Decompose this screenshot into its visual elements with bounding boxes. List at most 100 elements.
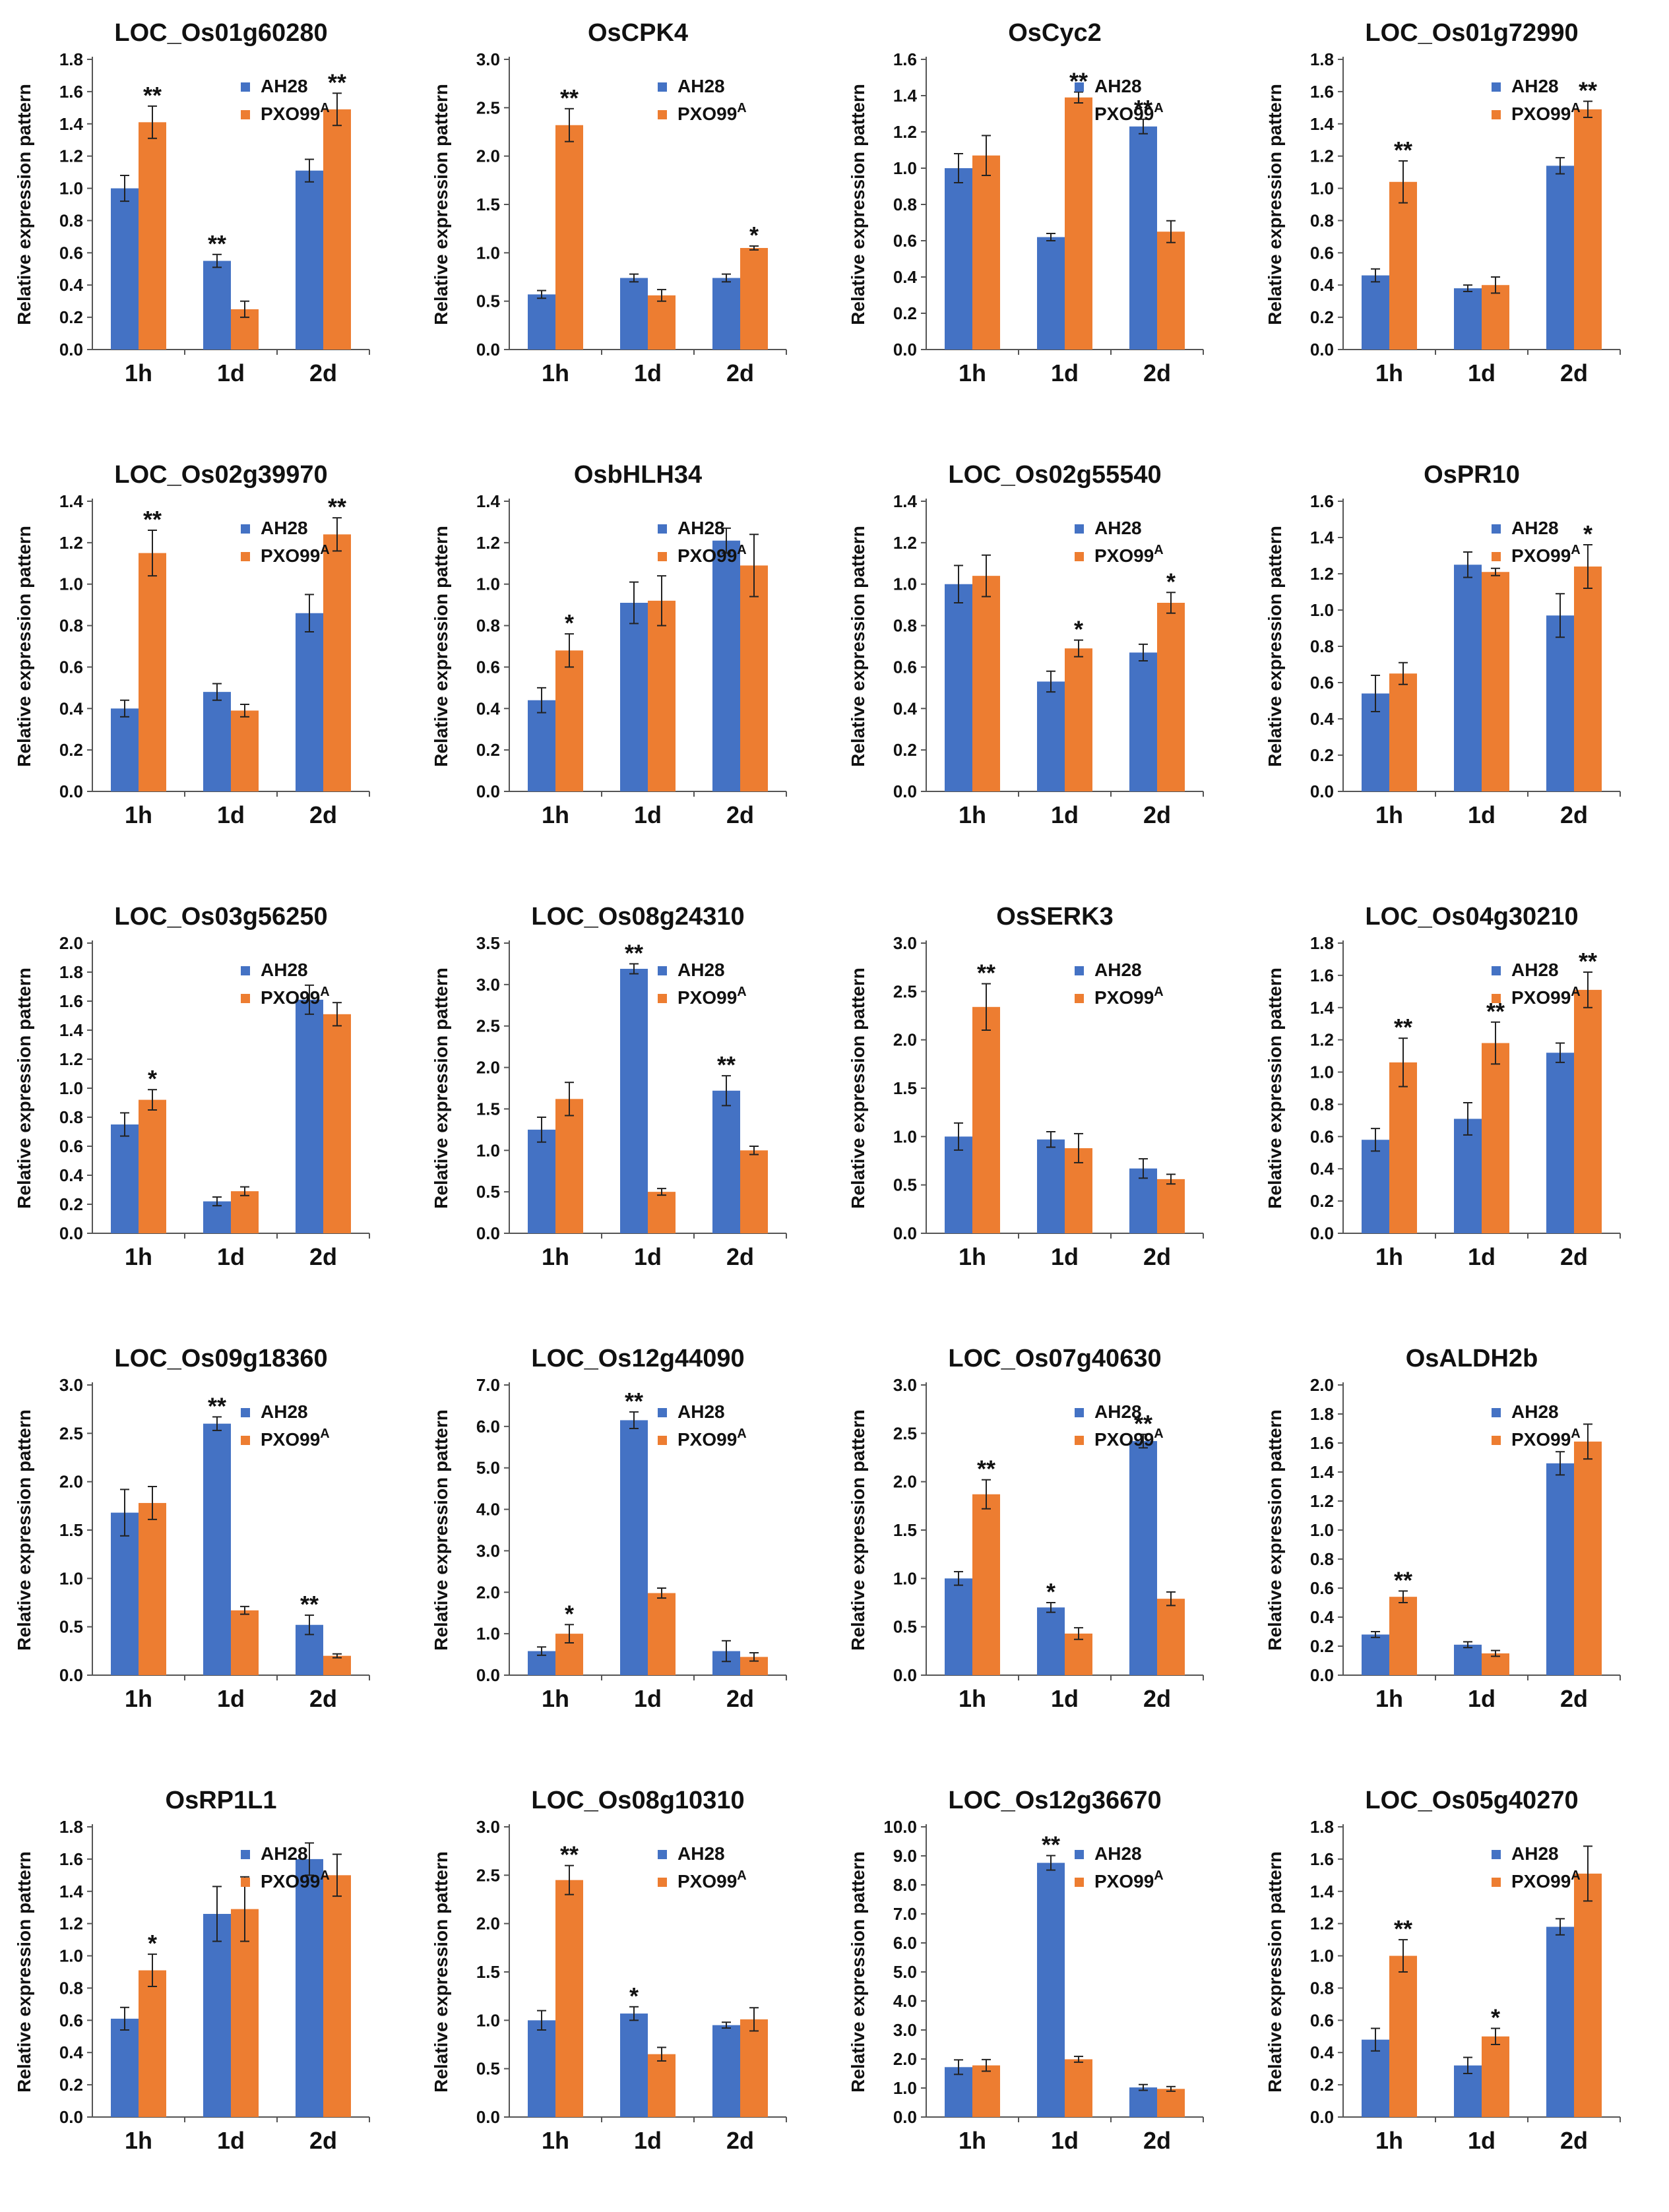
significance-mark: * [1166, 568, 1176, 595]
x-tick-label: 1d [634, 2127, 662, 2154]
legend-superscript: A [1571, 1427, 1580, 1441]
bar-pxo99a [1389, 181, 1417, 350]
y-tick-label: 0.4 [59, 2043, 84, 2062]
bar-ah28 [945, 2067, 972, 2117]
legend-label: AH28 [1094, 518, 1142, 538]
y-tick-label: 1.4 [59, 114, 84, 134]
bar-pxo99a [139, 1099, 166, 1233]
y-tick-label: 0.8 [1310, 1094, 1334, 1114]
y-tick-label: 0.0 [59, 782, 83, 801]
legend-swatch [1075, 82, 1084, 92]
legend-label: AH28 [677, 1843, 725, 1864]
x-tick-label: 1h [1375, 801, 1403, 828]
y-tick-label: 2.5 [893, 1423, 917, 1443]
bar-pxo99a [740, 2019, 768, 2117]
chart-panel: LOC_Os08g10310 Relative expression patter… [431, 1787, 787, 2154]
bar-pxo99a [323, 1655, 351, 1675]
legend-label: PXO99A [1511, 985, 1581, 1008]
x-tick-label: 2d [726, 801, 754, 828]
y-tick-label: 0.4 [1310, 1607, 1335, 1627]
chart-title: OsALDH2b [1406, 1345, 1538, 1372]
legend-superscript: A [1154, 543, 1163, 557]
y-tick-label: 1.0 [476, 574, 500, 594]
legend-swatch [241, 1850, 250, 1859]
y-tick-label: 0.4 [1310, 1159, 1335, 1179]
y-axis-label: Relative expression pattern [848, 1851, 868, 2093]
bar-pxo99a [1482, 1043, 1509, 1233]
x-tick-label: 2d [1143, 801, 1171, 828]
y-tick-label: 0.2 [893, 740, 917, 760]
y-tick-label: 1.8 [59, 49, 83, 69]
y-axis-label: Relative expression pattern [431, 526, 451, 767]
legend-swatch [658, 966, 667, 975]
y-tick-label: 2.5 [476, 98, 500, 117]
y-axis-label: Relative expression pattern [14, 1409, 34, 1651]
bar-pxo99a [1482, 285, 1509, 350]
legend-superscript: A [1571, 985, 1580, 999]
legend-superscript: A [320, 543, 329, 557]
bar-ah28 [1129, 1168, 1157, 1233]
y-tick-label: 2.0 [893, 1472, 917, 1492]
y-tick-label: 5.0 [476, 1458, 500, 1478]
legend-label: AH28 [1511, 1843, 1559, 1864]
x-tick-label: 1h [1375, 1243, 1403, 1270]
y-tick-label: 1.8 [1310, 49, 1334, 69]
x-tick-label: 1h [542, 359, 569, 386]
significance-mark: * [565, 1600, 574, 1627]
bar-pxo99a [1065, 1633, 1092, 1675]
bar-ah28 [111, 708, 139, 791]
y-tick-label: 1.0 [1310, 179, 1334, 199]
legend-superscript: A [737, 1427, 746, 1441]
significance-mark: ** [977, 960, 995, 987]
legend-superscript: A [320, 1868, 329, 1883]
legend-label: AH28 [677, 518, 725, 538]
bar-ah28 [1362, 1140, 1389, 1233]
chart-title: LOC_Os01g60280 [114, 19, 327, 47]
y-axis-label: Relative expression pattern [1265, 84, 1285, 325]
legend-superscript: A [1571, 101, 1580, 115]
legend-label: PXO99A [677, 985, 747, 1008]
y-tick-label: 1.2 [1310, 1030, 1334, 1050]
y-tick-label: 0.0 [893, 1665, 917, 1685]
y-tick-label: 1.5 [893, 1520, 917, 1540]
chart-title: OsCyc2 [1008, 19, 1102, 47]
legend-label: PXO99A [261, 1427, 330, 1450]
legend-swatch [1492, 966, 1501, 975]
y-tick-label: 1.4 [1310, 1882, 1335, 1901]
legend-swatch [658, 524, 667, 534]
legend-label: PXO99A [1511, 1427, 1581, 1450]
chart-panel: LOC_Os09g18360 Relative expression patter… [14, 1345, 370, 1712]
y-tick-label: 0.6 [476, 657, 500, 677]
bar-pxo99a [1389, 1062, 1417, 1233]
chart-title: LOC_Os02g55540 [948, 461, 1161, 489]
y-axis-label: Relative expression pattern [1265, 1409, 1285, 1651]
y-tick-label: 0.6 [1310, 243, 1334, 262]
bar-pxo99a [648, 1593, 676, 1675]
x-tick-label: 2d [309, 359, 337, 386]
y-tick-label: 2.0 [59, 933, 83, 953]
y-tick-label: 0.8 [1310, 210, 1334, 230]
bar-ah28 [1454, 1644, 1482, 1675]
y-tick-label: 1.0 [476, 1140, 500, 1160]
legend-swatch [658, 1850, 667, 1859]
chart-panel: LOC_Os12g44090 Relative expression patter… [431, 1345, 787, 1712]
x-tick-label: 1h [1375, 2127, 1403, 2154]
bar-ah28 [1362, 275, 1389, 350]
chart-title: LOC_Os02g39970 [114, 461, 327, 489]
y-tick-label: 1.2 [59, 1914, 83, 1934]
y-tick-label: 0.0 [893, 340, 917, 359]
y-tick-label: 1.0 [1310, 600, 1334, 620]
legend-superscript: A [1571, 543, 1580, 557]
legend-label: AH28 [1094, 1401, 1142, 1422]
bar-ah28 [528, 1129, 555, 1233]
x-tick-label: 1d [217, 2127, 245, 2154]
y-tick-label: 0.5 [476, 1182, 500, 1202]
chart-title: LOC_Os03g56250 [114, 903, 327, 931]
bar-pxo99a [1574, 989, 1602, 1233]
bar-ah28 [1037, 681, 1065, 791]
y-tick-label: 6.0 [893, 1933, 917, 1953]
y-tick-label: 0.4 [59, 698, 84, 718]
y-tick-label: 0.6 [1310, 2010, 1334, 2030]
y-tick-label: 5.0 [893, 1962, 917, 1982]
legend-label: PXO99A [261, 985, 330, 1008]
